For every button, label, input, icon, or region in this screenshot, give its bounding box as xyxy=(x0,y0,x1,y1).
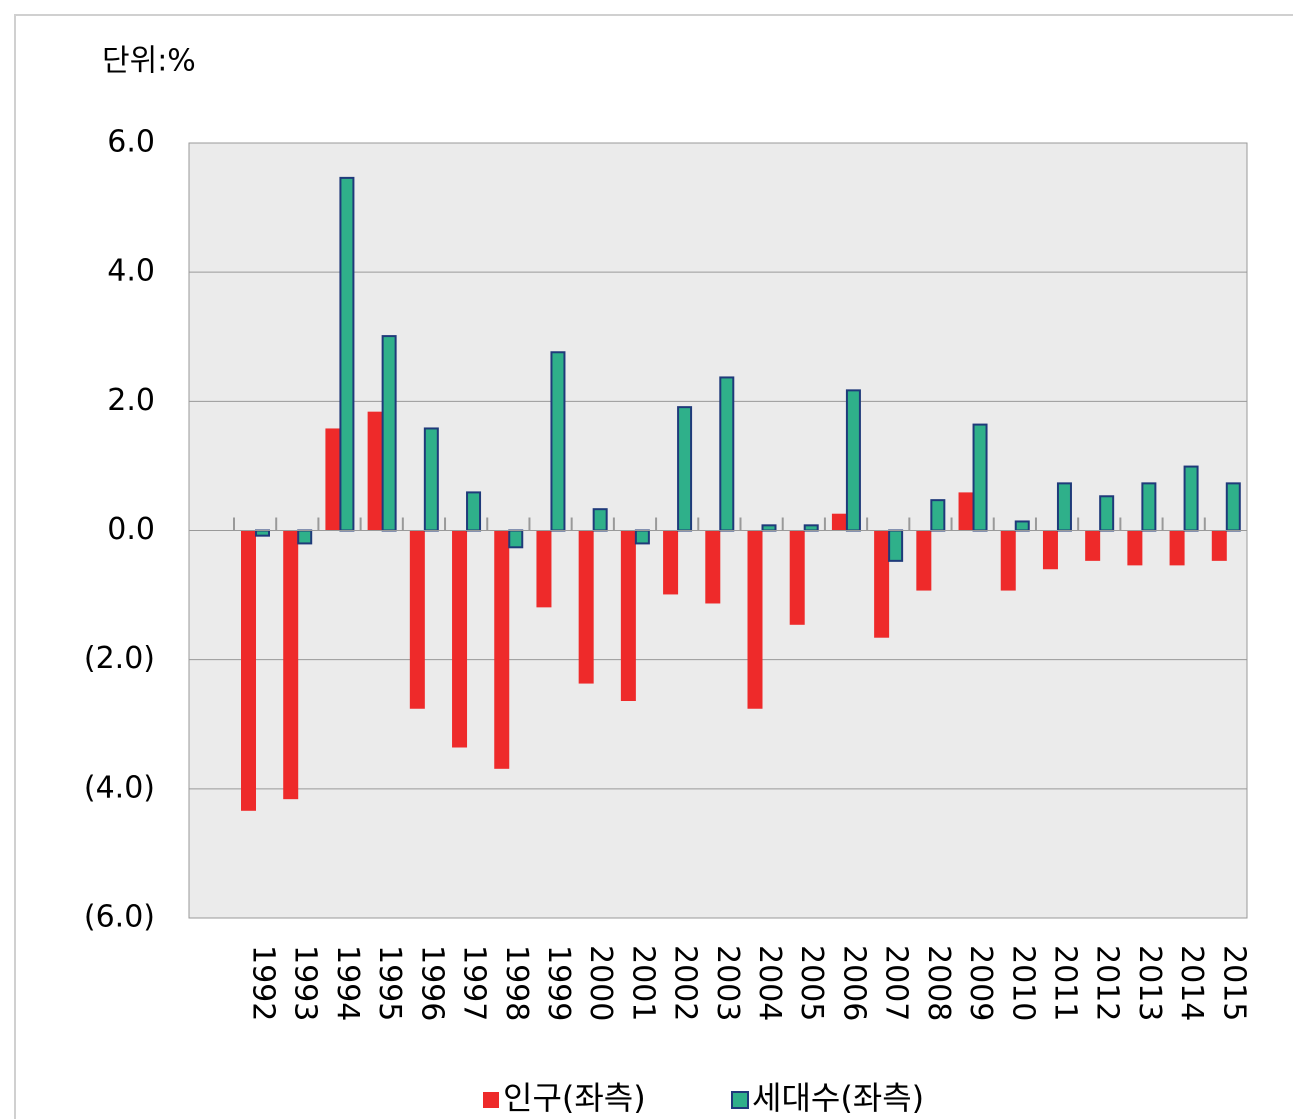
x-tick-label: 2011 xyxy=(1047,945,1082,1021)
bar xyxy=(789,530,805,625)
bar xyxy=(719,376,735,532)
y-tick-label: (4.0) xyxy=(84,770,155,805)
bar xyxy=(1225,482,1241,532)
x-tick-label: 1998 xyxy=(499,945,534,1021)
chart-border xyxy=(14,14,1293,1119)
bar xyxy=(241,530,256,811)
y-tick-label: (6.0) xyxy=(84,900,155,935)
bar xyxy=(409,530,425,709)
bar xyxy=(1056,482,1072,532)
bar xyxy=(958,492,974,531)
bar xyxy=(283,530,299,800)
x-tick-label: 1997 xyxy=(457,945,492,1021)
y-tick-label: 2.0 xyxy=(107,383,155,418)
bar xyxy=(761,524,777,532)
legend-swatch xyxy=(483,1092,499,1108)
y-tick-label: (2.0) xyxy=(84,641,155,676)
x-tick-label: 2014 xyxy=(1174,945,1209,1021)
bar xyxy=(1183,465,1199,532)
x-tick-label: 1995 xyxy=(372,945,407,1021)
x-tick-label: 1992 xyxy=(246,945,281,1021)
legend-swatch xyxy=(731,1091,749,1109)
bar xyxy=(831,513,847,531)
bar xyxy=(550,351,566,532)
x-tick-label: 2002 xyxy=(668,945,703,1021)
y-tick-label: 4.0 xyxy=(107,254,155,289)
bar xyxy=(452,530,468,748)
bar xyxy=(508,529,524,549)
bar xyxy=(620,530,636,701)
bar xyxy=(930,499,946,532)
x-tick-label: 2005 xyxy=(794,945,829,1021)
bar xyxy=(494,530,510,769)
bar xyxy=(578,530,594,684)
bar xyxy=(1141,482,1157,532)
x-tick-label: 2008 xyxy=(921,945,956,1021)
bar xyxy=(845,389,861,532)
bar xyxy=(1099,495,1115,532)
bar xyxy=(972,423,988,532)
bar xyxy=(255,529,270,537)
x-tick-label: 2000 xyxy=(583,945,618,1021)
x-tick-label: 2006 xyxy=(836,945,871,1021)
bar xyxy=(367,411,383,531)
legend-label: 인구(좌측) xyxy=(503,1079,646,1117)
legend-label: 세대수(좌측) xyxy=(752,1079,924,1117)
bar xyxy=(803,524,819,532)
bar xyxy=(747,530,763,709)
bar xyxy=(1169,530,1185,566)
x-tick-label: 1994 xyxy=(330,945,365,1021)
x-tick-label: 1996 xyxy=(414,945,449,1021)
x-tick-label: 2009 xyxy=(963,945,998,1021)
bar xyxy=(888,529,904,562)
bar xyxy=(339,176,355,532)
bar xyxy=(1014,520,1030,532)
bar xyxy=(592,508,608,532)
bar xyxy=(536,530,552,608)
x-tick-label: 2004 xyxy=(752,945,787,1021)
bar xyxy=(705,530,721,604)
x-tick-label: 2012 xyxy=(1090,945,1125,1021)
x-tick-label: 1999 xyxy=(541,945,576,1021)
bar xyxy=(1042,530,1058,570)
unit-label: 단위:% xyxy=(102,44,196,79)
bar xyxy=(1000,530,1016,591)
bar xyxy=(663,530,679,595)
x-tick-label: 1993 xyxy=(288,945,323,1021)
x-tick-label: 2013 xyxy=(1132,945,1167,1021)
bar xyxy=(466,491,482,532)
x-tick-label: 2007 xyxy=(879,945,914,1021)
bar xyxy=(677,406,693,532)
x-tick-label: 2001 xyxy=(625,945,660,1021)
bar xyxy=(1085,530,1101,561)
bar xyxy=(1127,530,1143,566)
bar xyxy=(1211,530,1227,561)
bar xyxy=(874,530,890,638)
bar xyxy=(325,428,341,531)
bar xyxy=(916,530,932,591)
y-tick-label: 6.0 xyxy=(107,125,155,160)
bar xyxy=(381,335,397,532)
bar xyxy=(297,529,313,545)
x-tick-label: 2010 xyxy=(1005,945,1040,1021)
bar xyxy=(634,529,650,545)
bar xyxy=(423,427,439,532)
x-tick-label: 2003 xyxy=(710,945,745,1021)
x-tick-label: 2015 xyxy=(1216,945,1251,1021)
y-tick-label: 0.0 xyxy=(107,512,155,547)
